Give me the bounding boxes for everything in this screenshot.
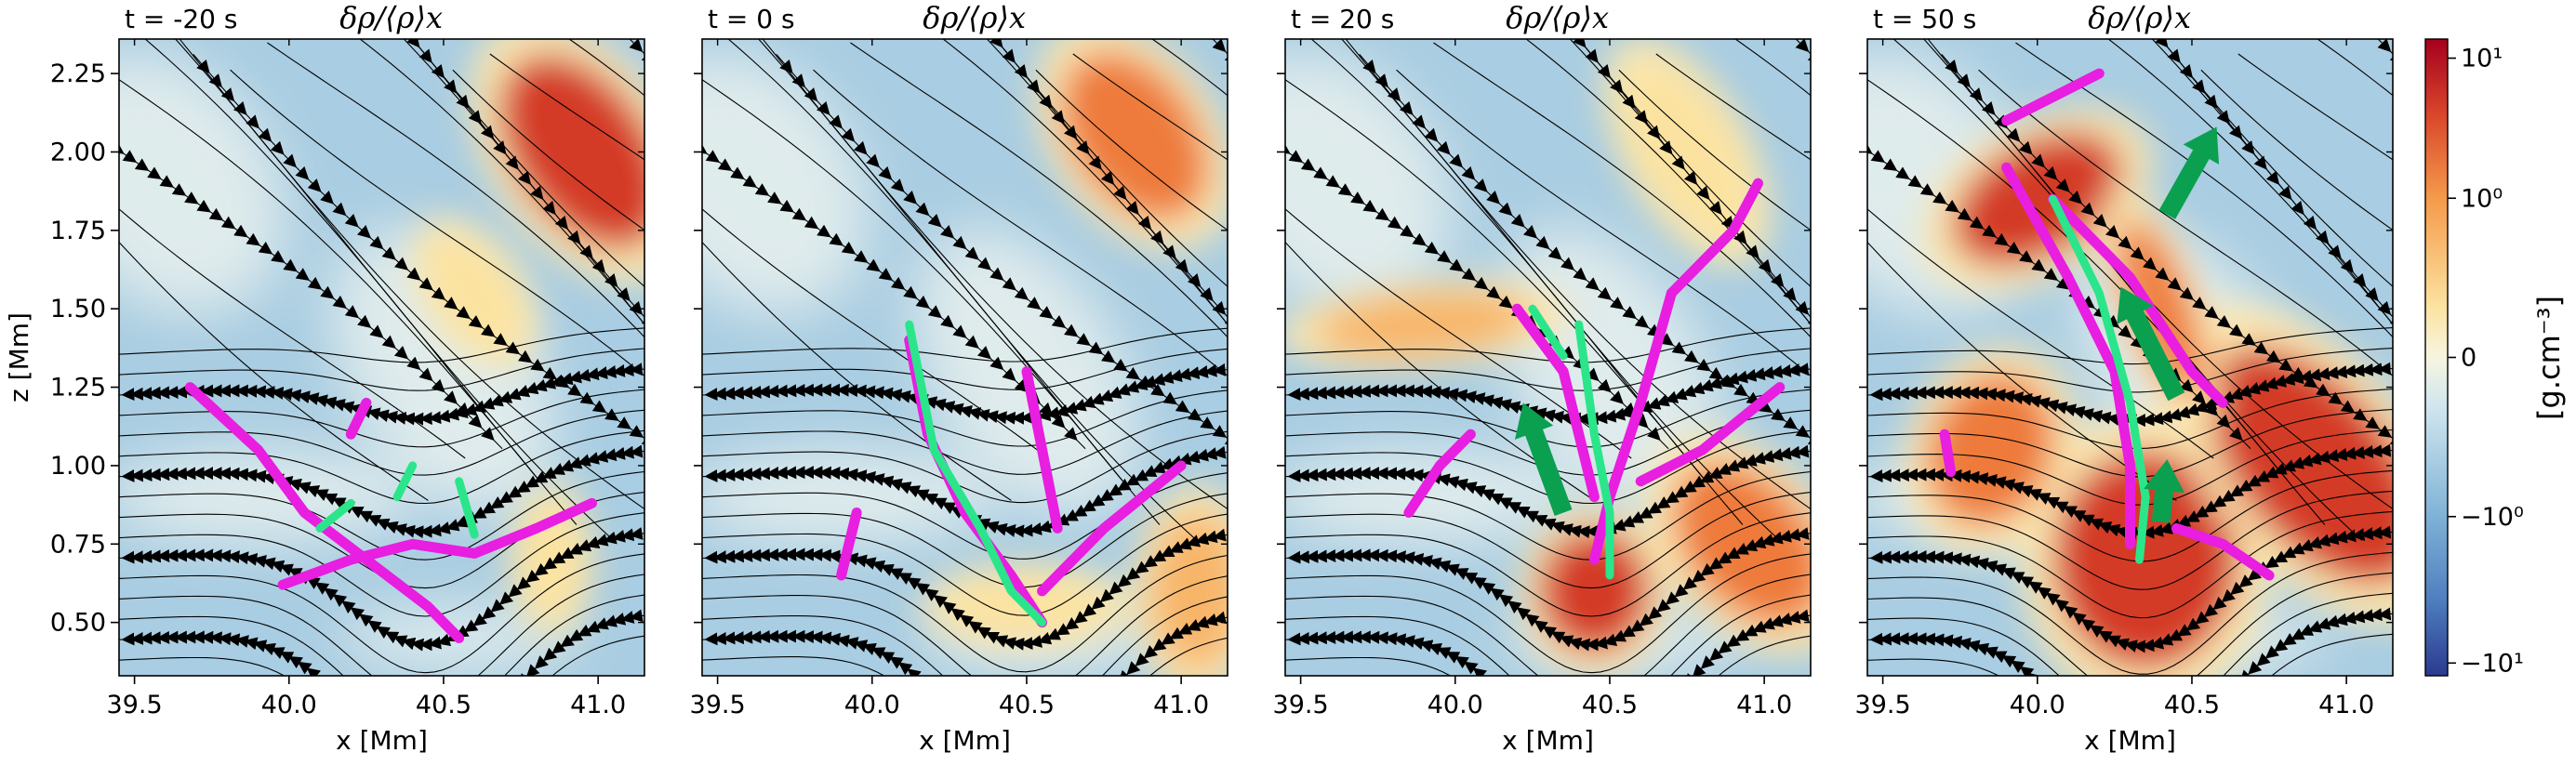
light-region — [686, 450, 995, 544]
x-tick-label: 39.5 — [107, 691, 163, 719]
streamline — [2386, 31, 2576, 494]
colorbar: −10¹ −10⁰ 0 10⁰ 10¹ [g.cm⁻³] — [2425, 39, 2567, 678]
x-tick-label: 40.0 — [1427, 691, 1483, 719]
y-tick-label: 1.75 — [50, 217, 106, 245]
x-tick-label: 40.5 — [2164, 691, 2220, 719]
colorbar-tick-label: 10⁰ — [2461, 184, 2503, 213]
y-axis-label: z [Mm] — [4, 312, 34, 402]
x-tick-label: 39.5 — [1855, 691, 1911, 719]
x-tick-label: 40.5 — [999, 691, 1055, 719]
x-tick-label: 41.0 — [570, 691, 626, 719]
x-tick-label: 40.5 — [416, 691, 471, 719]
x-tick-label: 41.0 — [2318, 691, 2374, 719]
x-axis-label: x [Mm] — [1502, 725, 1594, 756]
x-axis-label: x [Mm] — [336, 725, 428, 756]
colorbar-tick-label: 0 — [2461, 344, 2476, 373]
x-tick-label: 41.0 — [1153, 691, 1209, 719]
panel-title: δρ/⟨ρ⟩x — [1506, 0, 1609, 35]
time-label: t = -20 s — [125, 4, 237, 34]
time-label: t = 20 s — [1291, 4, 1394, 34]
panel-title: δρ/⟨ρ⟩x — [923, 0, 1026, 35]
x-tick-label: 39.5 — [690, 691, 746, 719]
y-tick-label: 0.50 — [50, 609, 106, 638]
x-tick-label: 41.0 — [1736, 691, 1792, 719]
x-axis-label: x [Mm] — [2084, 725, 2176, 756]
time-label: t = 50 s — [1873, 4, 1976, 34]
y-tick-label: 1.00 — [50, 452, 106, 481]
x-tick-label: 40.0 — [2010, 691, 2065, 719]
x-tick-label: 40.0 — [261, 691, 317, 719]
colorbar-tick-label: −10⁰ — [2461, 503, 2524, 532]
colorbar-scale — [2425, 39, 2448, 676]
y-tick-label: 2.00 — [50, 138, 106, 166]
density-blob — [1150, 513, 1243, 670]
colorbar-tick-label: −10¹ — [2461, 649, 2524, 678]
x-axis-label: x [Mm] — [919, 725, 1011, 756]
x-tick-label: 39.5 — [1273, 691, 1329, 719]
colorbar-tick-label: 10¹ — [2461, 45, 2503, 73]
y-tick-label: 2.25 — [50, 59, 106, 88]
panel-title: δρ/⟨ρ⟩x — [339, 0, 443, 35]
y-tick-label: 1.50 — [50, 295, 106, 323]
colorbar-label: [g.cm⁻³] — [2531, 296, 2567, 420]
y-tick-label: 0.75 — [50, 530, 106, 559]
x-tick-label: 40.0 — [844, 691, 900, 719]
time-label: t = 0 s — [708, 4, 795, 34]
panel-title: δρ/⟨ρ⟩x — [2088, 0, 2191, 35]
x-tick-label: 40.5 — [1582, 691, 1638, 719]
y-tick-label: 1.25 — [50, 374, 106, 402]
magenta-contour — [1945, 434, 1951, 472]
